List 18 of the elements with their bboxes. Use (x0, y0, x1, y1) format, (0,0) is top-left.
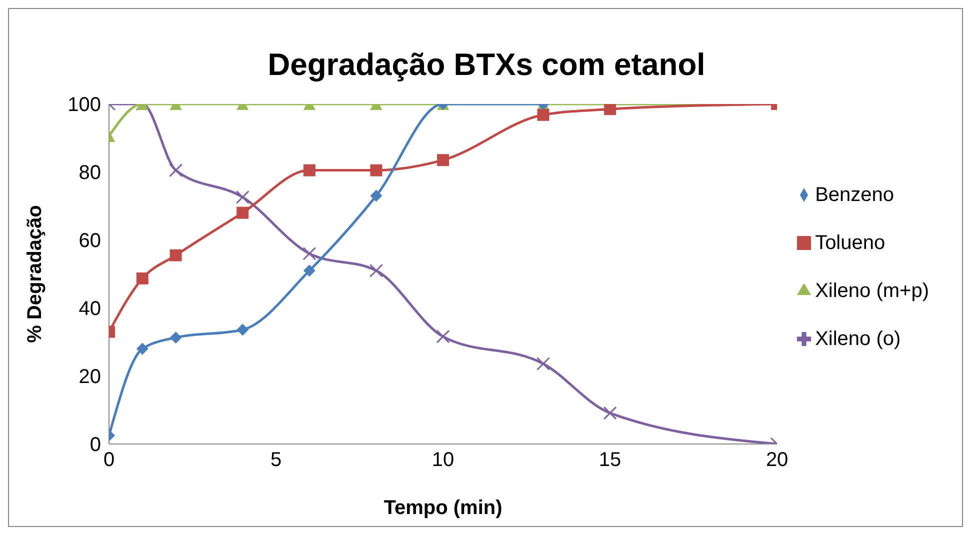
y-tick-label: 60 (78, 230, 101, 252)
y-tick-label: 40 (78, 298, 101, 320)
x-tick-label: 0 (103, 449, 115, 472)
x-tick-label: 10 (432, 449, 454, 472)
y-tick-label: 20 (78, 366, 101, 388)
y-tick-label: 80 (78, 162, 101, 184)
legend-label: Xileno (m+p) (815, 280, 929, 302)
legend-label: Xileno (o) (815, 328, 901, 350)
chart-title: Degradação BTXs com etanol (266, 47, 706, 83)
x-tick-label: 15 (598, 449, 622, 472)
legend-label: Tolueno (815, 232, 886, 254)
y-tick-label: 100 (68, 94, 101, 116)
legend-label: Benzeno (815, 184, 894, 206)
y-tick-label: 0 (90, 434, 101, 456)
x-tick-label: 5 (270, 449, 282, 472)
x-axis-title: Tempo (min) (384, 497, 502, 519)
x-tick-label: 20 (766, 449, 788, 472)
y-axis-title: % Degradação (24, 205, 46, 343)
